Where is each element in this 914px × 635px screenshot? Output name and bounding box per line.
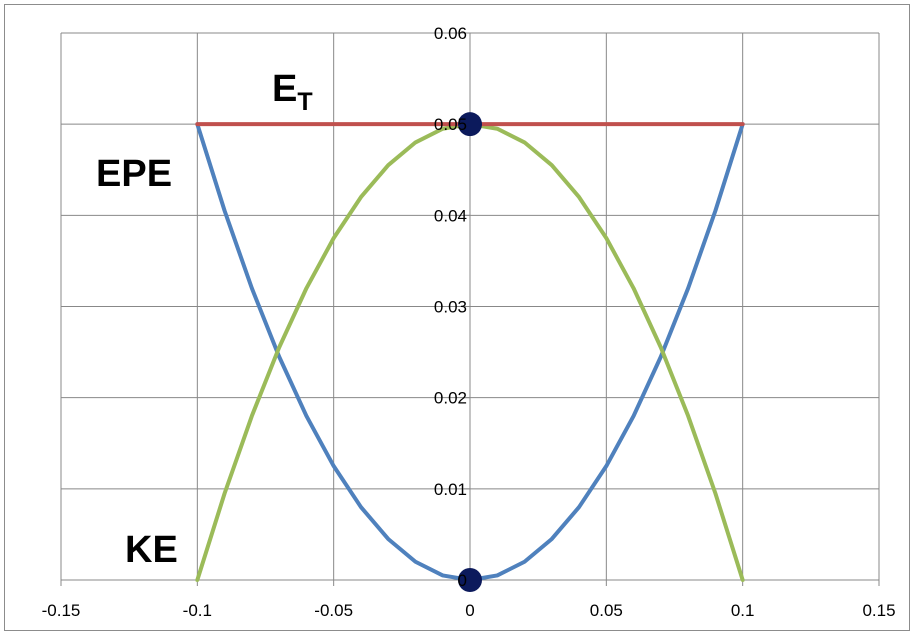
y-tick-label-1: 0.01: [434, 480, 467, 499]
x-tick-label-1: -0.1: [183, 601, 212, 620]
x-tick-label-6: 0.15: [862, 601, 895, 620]
y-tick-label-2: 0.02: [434, 389, 467, 408]
y-tick-label-0: 0: [458, 571, 467, 590]
x-tick-label-5: 0.1: [731, 601, 755, 620]
x-tick-label-0: -0.15: [42, 601, 81, 620]
tick-labels: -0.15 -0.1 -0.05 0 0.05 0.1 0.15 0 0.01 0.02 0.03 0…: [42, 24, 896, 620]
annotations: ET EPE KE: [96, 68, 313, 571]
epe-label: EPE: [96, 153, 172, 195]
y-tick-label-5: 0.05: [434, 115, 467, 134]
total-energy-main: E: [272, 68, 297, 110]
y-tick-label-6: 0.06: [434, 24, 467, 43]
data-marker-1: [458, 568, 482, 592]
total-energy-subscript: T: [297, 88, 312, 116]
markers-group: [458, 112, 482, 592]
x-tick-label-3: 0: [465, 601, 474, 620]
chart-frame: [4, 4, 910, 631]
y-tick-label-3: 0.03: [434, 298, 467, 317]
total-energy-label: ET: [272, 68, 313, 116]
ke-label: KE: [125, 529, 178, 571]
x-tick-label-4: 0.05: [590, 601, 623, 620]
data-marker-0: [458, 112, 482, 137]
x-tick-label-2: -0.05: [314, 601, 353, 620]
y-tick-label-4: 0.04: [434, 206, 467, 225]
